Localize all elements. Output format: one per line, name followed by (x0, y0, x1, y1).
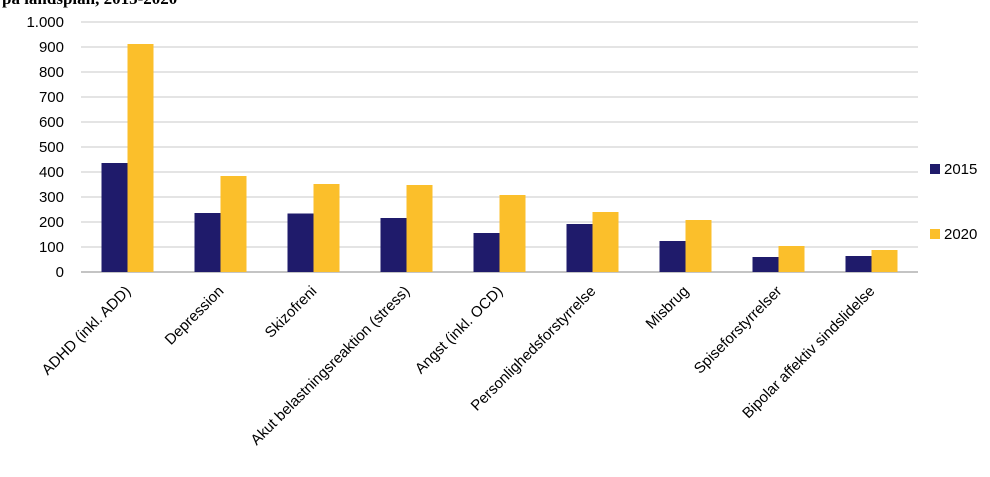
bar (845, 256, 872, 272)
bar (685, 220, 712, 272)
bar (566, 224, 593, 272)
bar (313, 184, 340, 272)
legend-swatch (930, 229, 940, 239)
bar (473, 233, 500, 272)
y-tick-label: 800 (39, 64, 64, 81)
y-tick-label: 900 (39, 39, 64, 56)
y-tick-label: 500 (39, 139, 64, 156)
bar (659, 241, 686, 272)
legend-label: 2020 (944, 226, 977, 243)
y-tick-label: 700 (39, 89, 64, 106)
x-tick-label: Depression (162, 283, 228, 349)
chart-title: på landsplan, 2015-2020 (2, 0, 177, 8)
x-tick-label: Angst (inkl. OCD) (412, 283, 507, 378)
legend-label: 2015 (944, 161, 977, 178)
bar (380, 218, 407, 272)
bar (406, 185, 433, 272)
bar (499, 195, 526, 272)
bar (778, 246, 805, 272)
bar (287, 213, 314, 272)
x-tick-label: Spiseforstyrrelser (691, 283, 786, 378)
bar (871, 250, 898, 272)
bar (592, 212, 619, 272)
legend-swatch (930, 164, 940, 174)
y-tick-label: 100 (39, 239, 64, 256)
y-tick-label: 300 (39, 189, 64, 206)
y-tick-label: 400 (39, 164, 64, 181)
y-tick-label: 1.000 (26, 14, 64, 31)
y-tick-label: 200 (39, 214, 64, 231)
bar (101, 163, 128, 272)
x-tick-label: Skizofreni (262, 283, 321, 342)
y-tick-label: 0 (56, 264, 64, 281)
bar (752, 257, 779, 272)
bar (220, 176, 247, 272)
x-tick-label: Misbrug (643, 283, 693, 333)
x-tick-label: ADHD (inkl. ADD) (39, 283, 135, 379)
y-tick-label: 600 (39, 114, 64, 131)
x-tick-label: Akut belastningsreaktion (stress) (247, 283, 413, 449)
bar (127, 44, 154, 272)
bar (194, 213, 221, 272)
